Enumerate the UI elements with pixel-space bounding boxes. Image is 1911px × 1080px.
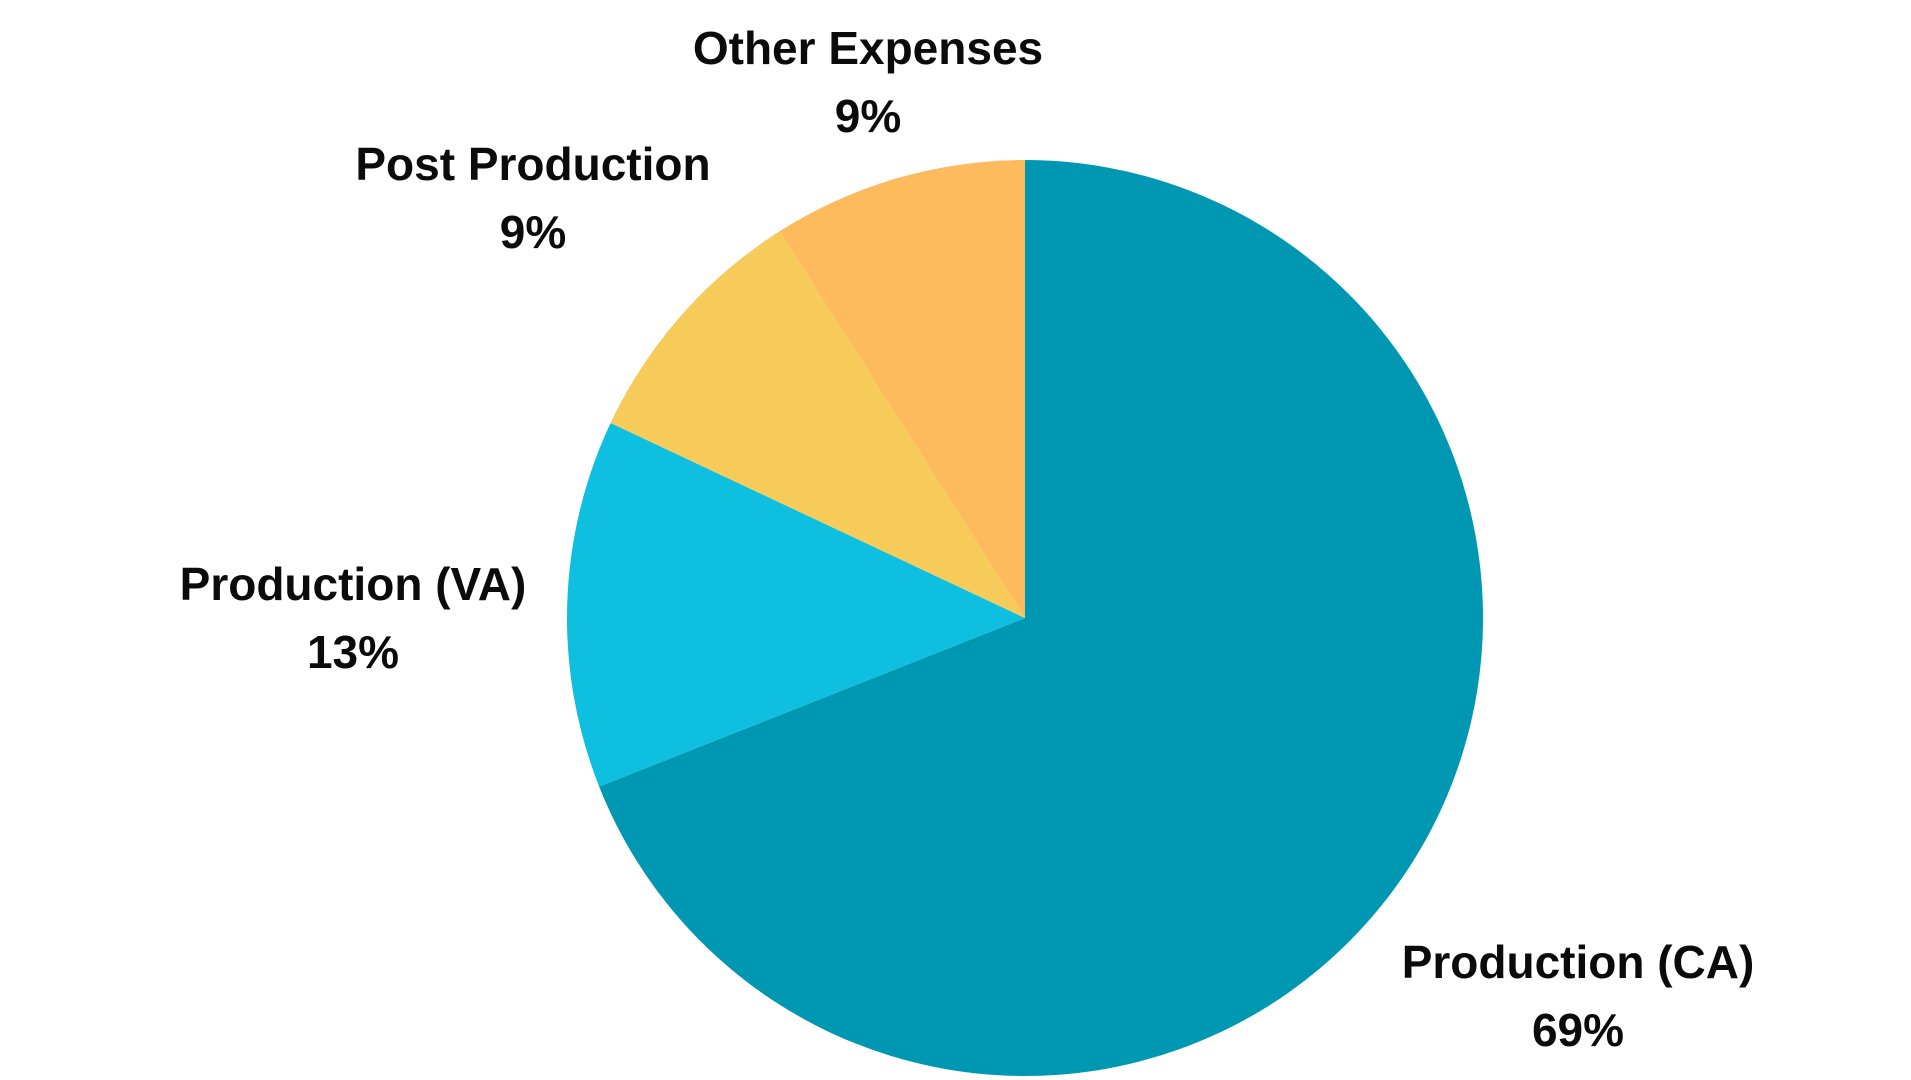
pie-slice-post-production (610, 231, 1025, 619)
pie-slices (566, 160, 1483, 1076)
pie-slice-production-va (566, 422, 1025, 787)
pie-slice-other-expenses (779, 160, 1025, 618)
slice-value-label: 13% (307, 626, 399, 678)
slice-name-label: Production (VA) (180, 558, 527, 610)
pie-slice-production-ca (599, 160, 1483, 1076)
slice-name-label: Production (CA) (1402, 936, 1755, 988)
slice-value-label: 69% (1532, 1004, 1624, 1056)
slice-name-label: Post Production (355, 138, 710, 190)
pie-labels: Production (CA) 69% Production (VA) 13% Post… (180, 22, 1755, 1056)
slice-value-label: 9% (835, 90, 901, 142)
slice-name-label: Other Expenses (693, 22, 1043, 74)
slice-value-label: 9% (500, 206, 566, 258)
